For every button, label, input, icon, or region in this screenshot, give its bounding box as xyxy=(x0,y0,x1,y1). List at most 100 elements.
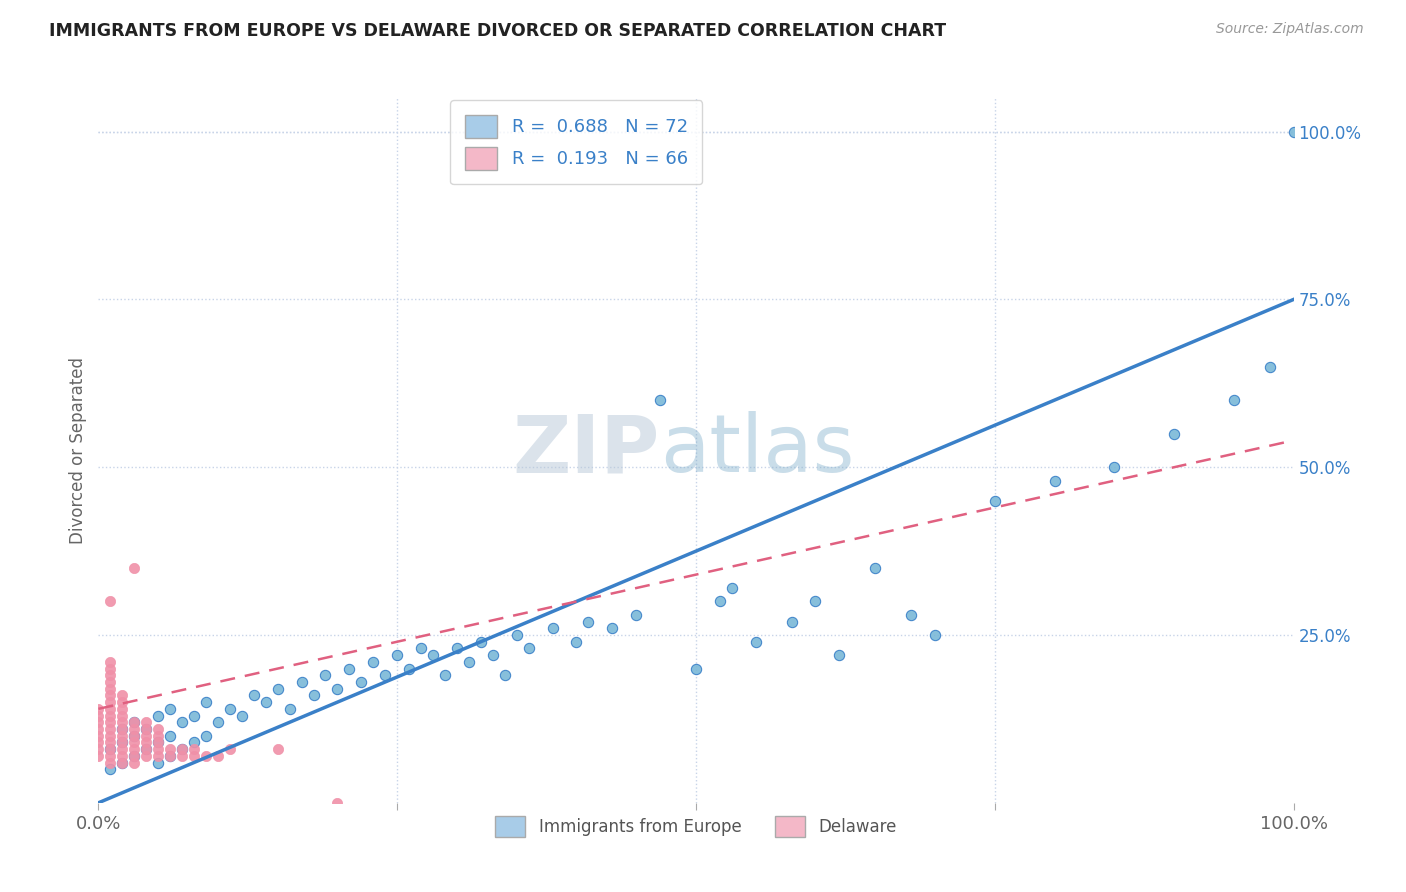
Point xyxy=(326,796,349,810)
Point xyxy=(98,681,122,696)
Point xyxy=(685,662,707,676)
Point xyxy=(87,735,110,749)
Point xyxy=(87,742,110,756)
Point xyxy=(385,648,409,662)
Point xyxy=(363,655,385,669)
Point xyxy=(98,662,122,676)
Point xyxy=(111,722,134,736)
Point xyxy=(148,756,170,770)
Point xyxy=(195,729,218,743)
Point xyxy=(87,715,110,730)
Point xyxy=(195,695,218,709)
Point xyxy=(506,628,529,642)
Point xyxy=(135,742,157,756)
Point xyxy=(865,561,887,575)
Point xyxy=(148,735,170,749)
Point xyxy=(267,681,290,696)
Point xyxy=(159,702,181,716)
Point xyxy=(135,722,157,736)
Point xyxy=(207,715,229,730)
Point xyxy=(135,722,157,736)
Text: Source: ZipAtlas.com: Source: ZipAtlas.com xyxy=(1216,22,1364,37)
Point xyxy=(124,715,146,730)
Point xyxy=(1282,125,1305,139)
Point xyxy=(148,735,170,749)
Point xyxy=(434,668,457,682)
Point xyxy=(374,668,396,682)
Point xyxy=(422,648,444,662)
Point xyxy=(481,648,505,662)
Point xyxy=(111,735,134,749)
Point xyxy=(565,634,588,648)
Point xyxy=(828,648,851,662)
Point xyxy=(148,742,170,756)
Point xyxy=(254,695,277,709)
Point xyxy=(111,708,134,723)
Point xyxy=(804,594,827,608)
Point xyxy=(398,662,420,676)
Point xyxy=(183,735,205,749)
Point xyxy=(780,615,803,629)
Text: IMMIGRANTS FROM EUROPE VS DELAWARE DIVORCED OR SEPARATED CORRELATION CHART: IMMIGRANTS FROM EUROPE VS DELAWARE DIVOR… xyxy=(49,22,946,40)
Point xyxy=(243,689,266,703)
Point xyxy=(291,675,314,690)
Point xyxy=(924,628,946,642)
Point xyxy=(648,393,672,408)
Point xyxy=(578,615,600,629)
Point xyxy=(111,689,134,703)
Point xyxy=(172,742,194,756)
Point xyxy=(124,748,146,763)
Point xyxy=(148,729,170,743)
Point xyxy=(135,742,157,756)
Point xyxy=(183,748,205,763)
Point xyxy=(517,641,540,656)
Point xyxy=(195,748,218,763)
Point xyxy=(183,742,205,756)
Point xyxy=(87,722,110,736)
Point xyxy=(124,561,146,575)
Point xyxy=(124,742,146,756)
Point xyxy=(98,735,122,749)
Point xyxy=(111,695,134,709)
Point xyxy=(98,756,122,770)
Point xyxy=(111,702,134,716)
Point xyxy=(900,607,922,622)
Point xyxy=(87,729,110,743)
Point xyxy=(745,634,768,648)
Point xyxy=(98,715,122,730)
Legend: Immigrants from Europe, Delaware: Immigrants from Europe, Delaware xyxy=(489,809,903,844)
Point xyxy=(339,662,361,676)
Point xyxy=(98,762,122,776)
Point xyxy=(207,748,229,763)
Point xyxy=(124,735,146,749)
Point xyxy=(326,681,349,696)
Point xyxy=(159,748,181,763)
Point xyxy=(183,708,205,723)
Y-axis label: Divorced or Separated: Divorced or Separated xyxy=(69,357,87,544)
Point xyxy=(315,668,337,682)
Point xyxy=(124,729,146,743)
Point xyxy=(1043,474,1066,488)
Point xyxy=(267,742,290,756)
Point xyxy=(111,756,134,770)
Point xyxy=(87,748,110,763)
Point xyxy=(231,708,253,723)
Point xyxy=(98,742,122,756)
Point xyxy=(87,702,110,716)
Point xyxy=(721,581,744,595)
Point xyxy=(350,675,373,690)
Point xyxy=(1258,359,1281,374)
Point xyxy=(159,748,181,763)
Point xyxy=(98,708,122,723)
Point xyxy=(1163,426,1185,441)
Point xyxy=(709,594,731,608)
Point xyxy=(626,607,648,622)
Point xyxy=(111,742,134,756)
Point xyxy=(111,748,134,763)
Point xyxy=(98,655,122,669)
Point xyxy=(172,742,194,756)
Point xyxy=(984,493,1007,508)
Point xyxy=(124,748,146,763)
Point xyxy=(98,702,122,716)
Point xyxy=(135,715,157,730)
